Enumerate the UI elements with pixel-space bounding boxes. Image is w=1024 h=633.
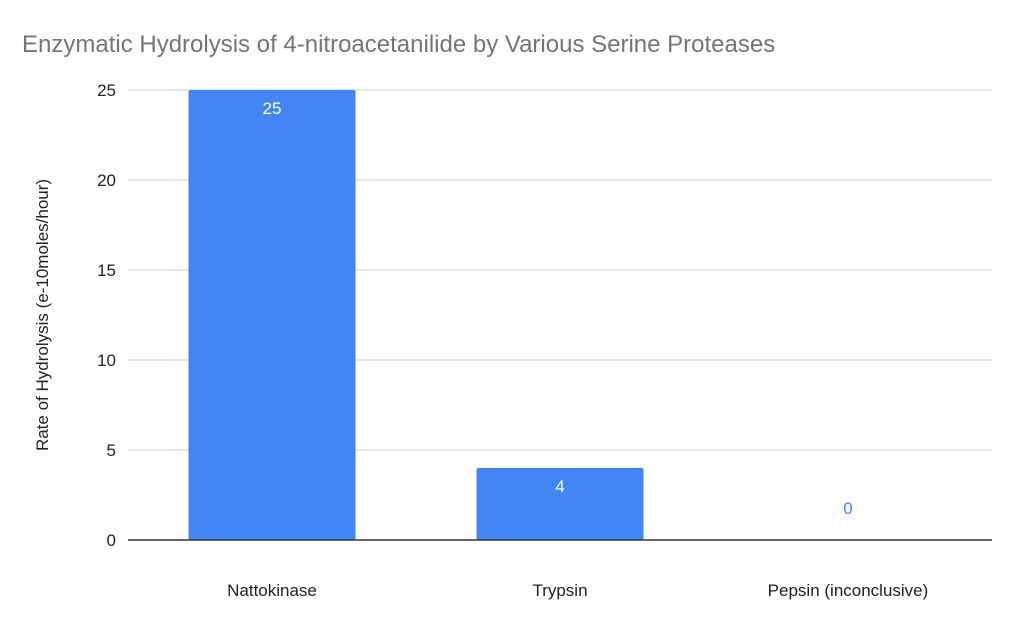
- y-tick-label: 0: [107, 531, 116, 550]
- x-axis-ticks: Nattokinase Trypsin Pepsin (inconclusive): [227, 581, 928, 600]
- x-tick-label: Trypsin: [532, 581, 587, 600]
- y-tick-label: 5: [107, 441, 116, 460]
- y-axis-ticks: 0 5 10 15 20 25: [97, 81, 116, 550]
- bar: [188, 90, 356, 540]
- y-tick-label: 25: [97, 81, 116, 100]
- chart-title: Enzymatic Hydrolysis of 4-nitroacetanili…: [22, 31, 775, 58]
- data-labels: 25 4 0: [263, 99, 853, 518]
- data-label: 0: [843, 499, 852, 518]
- y-tick-label: 20: [97, 171, 116, 190]
- bar: [476, 468, 644, 540]
- y-tick-label: 15: [97, 261, 116, 280]
- data-label: 4: [555, 477, 564, 496]
- y-tick-label: 10: [97, 351, 116, 370]
- x-tick-label: Nattokinase: [227, 581, 317, 600]
- bars: [188, 90, 644, 540]
- x-tick-label: Pepsin (inconclusive): [768, 581, 929, 600]
- y-axis-label: Rate of Hydrolysis (e-10moles/hour): [33, 179, 52, 451]
- data-label: 25: [263, 99, 282, 118]
